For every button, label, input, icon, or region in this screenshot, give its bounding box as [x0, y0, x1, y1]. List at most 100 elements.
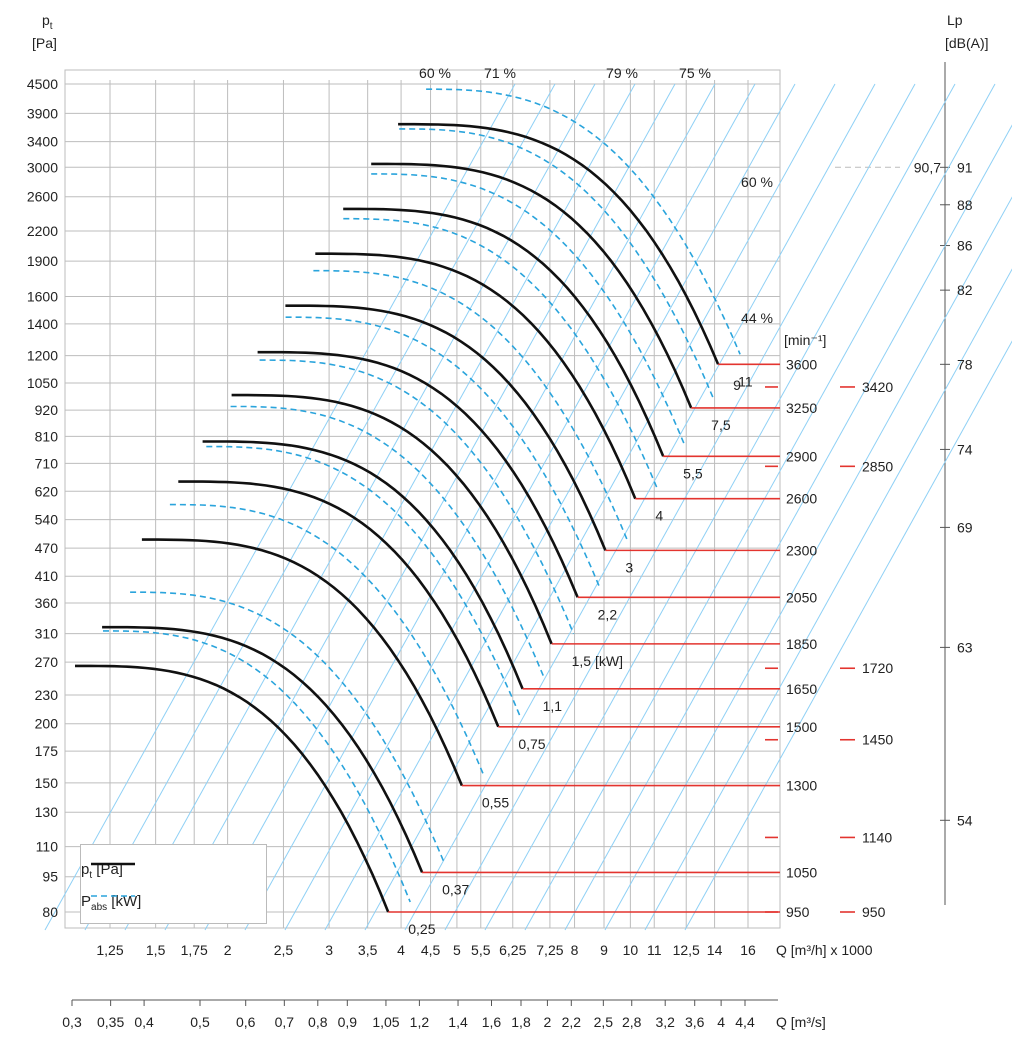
rpm-label: 1500 — [786, 719, 817, 735]
rpm-label: 3600 — [786, 356, 817, 372]
x-tick-label: 12,5 — [673, 942, 700, 958]
rpm-label: 1300 — [786, 778, 817, 794]
pressure-curve — [75, 664, 390, 913]
efficiency-line — [284, 83, 756, 931]
x2-tick-label: 1,8 — [511, 1014, 531, 1030]
rpm-alt-label: 950 — [862, 904, 886, 920]
pressure-curve — [202, 440, 524, 690]
efficiency-label: 44 % — [741, 310, 773, 326]
power-label: 0,37 — [442, 881, 469, 897]
db-tick-label: 69 — [957, 519, 973, 535]
rpm-label: 2050 — [786, 589, 817, 605]
power-label: 3 — [625, 559, 633, 575]
pressure-curve — [141, 538, 464, 787]
y-tick-label: 4500 — [27, 76, 58, 92]
db-tick-label: 88 — [957, 197, 973, 213]
db-marker-label: 90,7 — [914, 159, 941, 175]
y-tick-label: 3900 — [27, 105, 58, 121]
legend-item-pressure: pt [Pa] — [81, 861, 135, 881]
x-tick-label: 3,5 — [358, 942, 378, 958]
rpm-label: 3250 — [786, 400, 817, 416]
y-axis-unit: [Pa] — [32, 35, 57, 51]
rpm-label: 1650 — [786, 681, 817, 697]
y-tick-label: 410 — [35, 568, 59, 584]
power-label: 11 — [738, 373, 753, 389]
db-tick-label: 91 — [957, 159, 973, 175]
x-tick-label: 5 — [453, 942, 461, 958]
x2-tick-label: 2,8 — [622, 1014, 642, 1030]
pressure-curve — [343, 207, 665, 457]
x-tick-label: 1,25 — [96, 942, 123, 958]
power-label: 0,75 — [518, 736, 545, 752]
x2-tick-label: 1,2 — [410, 1014, 430, 1030]
efficiency-label: 60 % — [419, 65, 451, 81]
db-tick-label: 54 — [957, 812, 973, 828]
y-tick-label: 2600 — [27, 189, 58, 205]
power-curve — [285, 316, 601, 588]
x-tick-label: 9 — [600, 942, 608, 958]
y-tick-label: 1600 — [27, 288, 58, 304]
y-tick-label: 150 — [35, 775, 59, 791]
y-tick-label: 360 — [35, 595, 59, 611]
efficiency-line — [164, 83, 636, 931]
y-axis-title: pt — [42, 12, 53, 32]
power-label: 1,1 — [543, 698, 563, 714]
power-curve — [343, 217, 659, 490]
y-tick-label: 230 — [35, 687, 59, 703]
y-tick-label: 110 — [36, 839, 59, 855]
rpm-alt-label: 1720 — [862, 660, 893, 676]
y-tick-label: 470 — [35, 540, 59, 556]
power-curve — [169, 503, 485, 776]
power-curve — [371, 173, 686, 447]
y-tick-label: 540 — [35, 512, 59, 528]
y-tick-label: 175 — [35, 743, 59, 759]
x2-tick-label: 3,2 — [655, 1014, 675, 1030]
x2-tick-label: 0,35 — [97, 1014, 124, 1030]
x-tick-label: 16 — [740, 942, 756, 958]
power-label: 0,55 — [482, 795, 509, 811]
x-tick-label: 11 — [647, 942, 662, 958]
pressure-curve — [231, 393, 553, 645]
legend-swatch-power — [91, 895, 135, 897]
x-axis-label: Q [m³/h] x 1000 — [776, 942, 873, 958]
efficiency-label: 71 % — [484, 65, 516, 81]
rpm-alt-label: 2850 — [862, 458, 893, 474]
x2-tick-label: 1,4 — [448, 1014, 468, 1030]
x-tick-label: 4,5 — [421, 942, 441, 958]
rpm-alt-label: 1140 — [862, 829, 892, 845]
x-tick-label: 2 — [224, 942, 232, 958]
rpm-label: 2300 — [786, 542, 817, 558]
power-label: 0,25 — [408, 921, 435, 937]
rpm-label: 950 — [786, 904, 810, 920]
power-curve — [230, 405, 546, 680]
efficiency-line — [124, 83, 596, 931]
efficiency-line — [684, 340, 1012, 931]
efficiency-line — [324, 83, 796, 931]
pressure-curve — [285, 304, 607, 551]
efficiency-line — [44, 83, 516, 931]
x2-tick-label: 4,4 — [735, 1014, 755, 1030]
rpm-alt-label: 3420 — [862, 379, 893, 395]
x-tick-label: 4 — [397, 942, 405, 958]
y-tick-label: 1400 — [27, 316, 58, 332]
db-tick-label: 74 — [957, 441, 973, 457]
pressure-curve — [102, 625, 424, 873]
x2-tick-label: 0,6 — [236, 1014, 256, 1030]
rpm-label: 1050 — [786, 864, 817, 880]
pressure-curve — [178, 480, 500, 728]
efficiency-line — [604, 196, 1012, 931]
y-tick-label: 310 — [35, 626, 59, 642]
x-tick-label: 6,25 — [499, 942, 526, 958]
x2-tick-label: 2,2 — [562, 1014, 582, 1030]
efficiency-label: 79 % — [606, 65, 638, 81]
y-tick-label: 1050 — [27, 375, 58, 391]
power-label: 1,5 [kW] — [572, 653, 623, 669]
y-tick-label: 920 — [35, 402, 59, 418]
x-tick-label: 2,5 — [274, 942, 294, 958]
rpm-alt-label: 1450 — [862, 732, 893, 748]
x2-tick-label: 0,8 — [308, 1014, 328, 1030]
pressure-curve — [398, 122, 720, 365]
x2-tick-label: 4 — [717, 1014, 725, 1030]
x-tick-label: 7,25 — [536, 942, 563, 958]
